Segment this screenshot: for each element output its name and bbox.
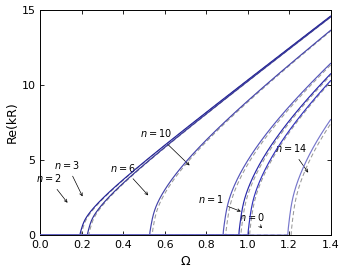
X-axis label: Ω: Ω xyxy=(180,255,190,269)
Text: $n=1$: $n=1$ xyxy=(198,193,240,212)
Text: $n=6$: $n=6$ xyxy=(110,162,148,195)
Y-axis label: Re(kR): Re(kR) xyxy=(6,101,19,143)
Text: $n=0$: $n=0$ xyxy=(239,212,265,228)
Text: $n=14$: $n=14$ xyxy=(275,142,308,172)
Text: $n=10$: $n=10$ xyxy=(140,127,189,165)
Text: $n=3$: $n=3$ xyxy=(55,159,82,196)
Text: $n=2$: $n=2$ xyxy=(36,172,67,202)
